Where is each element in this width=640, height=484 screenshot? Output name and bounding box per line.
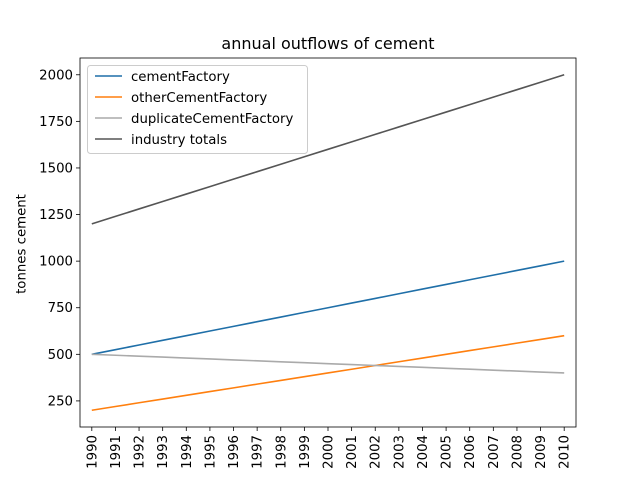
- x-tick-label: 1996: [227, 435, 242, 469]
- x-tick-label: 2006: [463, 435, 478, 469]
- legend-label-2: duplicateCementFactory: [131, 112, 293, 127]
- x-tick-label: 2004: [416, 435, 431, 469]
- x-tick-label: 1995: [203, 435, 218, 469]
- legend-box: [87, 65, 308, 154]
- x-tick-label: 2001: [345, 435, 360, 469]
- legend: cementFactory otherCementFactory duplicate…: [87, 65, 308, 154]
- series-line-3: [91, 74, 565, 225]
- y-tick-label: 1250: [39, 208, 73, 223]
- legend-label-0: cementFactory: [131, 70, 230, 85]
- legend-label-3: industry totals: [131, 133, 227, 148]
- y-tick-label: 2000: [39, 68, 73, 83]
- x-tick-label: 1997: [251, 435, 266, 469]
- x-tick-label: 1992: [133, 435, 148, 469]
- y-tick-label: 250: [48, 394, 73, 409]
- plot-area: 250 500 750 1000 1250 1500 1750 2000 1990 1991 199…: [39, 57, 577, 469]
- series-line-2: [91, 353, 565, 374]
- series-line-0: [91, 260, 565, 356]
- y-tick-label: 1500: [39, 161, 73, 176]
- x-tick-label: 1998: [274, 435, 289, 469]
- x-tick-label: 1999: [298, 435, 313, 469]
- x-tick-label: 1993: [156, 435, 171, 469]
- y-tick-label: 1000: [39, 255, 73, 270]
- chart-title: annual outflows of cement: [221, 34, 434, 53]
- y-axis-label: tonnes cement: [15, 194, 30, 294]
- x-tick-label: 2000: [322, 435, 337, 469]
- series-line-1: [91, 334, 565, 412]
- y-tick-label: 750: [48, 301, 73, 316]
- legend-label-1: otherCementFactory: [131, 91, 267, 106]
- x-tick-label: 2010: [558, 435, 573, 469]
- y-tick-label: 1750: [39, 115, 73, 130]
- x-tick-label: 2009: [534, 435, 549, 469]
- x-tick-label: 2002: [369, 435, 384, 469]
- x-tick-label: 1994: [180, 435, 195, 469]
- x-tick-label: 2007: [487, 435, 502, 469]
- x-tick-label: 1990: [85, 435, 100, 469]
- x-tick-label: 2008: [510, 435, 525, 469]
- x-tick-label: 2003: [392, 435, 407, 469]
- y-tick-label: 500: [48, 348, 73, 363]
- x-tick-label: 1991: [109, 435, 124, 469]
- x-tick-label: 2005: [440, 435, 455, 469]
